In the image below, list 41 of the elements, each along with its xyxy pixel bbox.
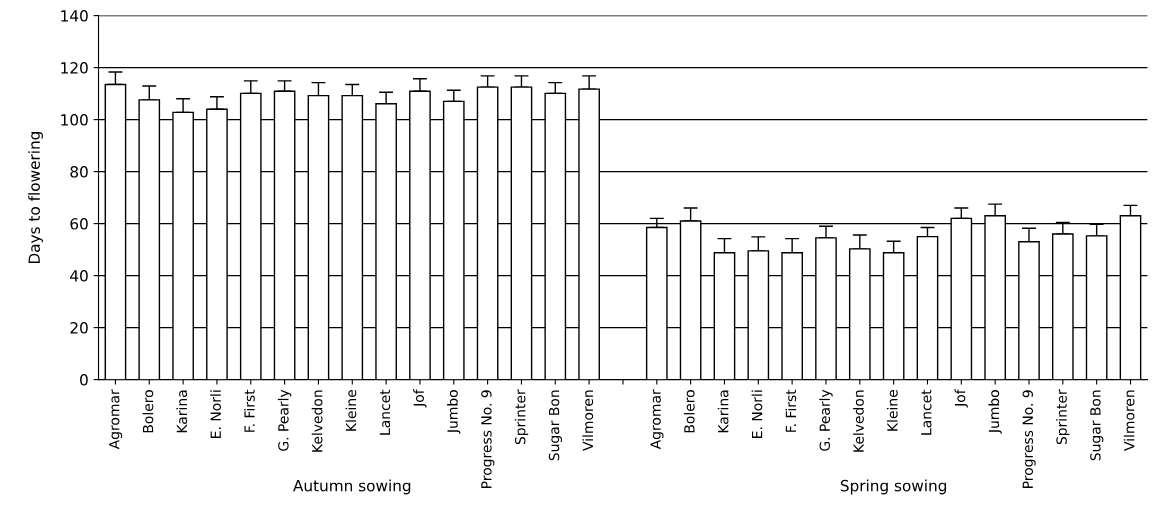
x-tick-label: F. First (785, 389, 797, 432)
x-tick-label: Kelvedon (853, 390, 864, 452)
y-tick-label: 0 (80, 374, 88, 386)
x-tick-label: Jumbo (447, 390, 461, 434)
x-tick-label: Sprinter (1056, 389, 1070, 445)
x-tick-label: Jof (954, 389, 968, 408)
x-tick-label: Progress No. 9 (481, 390, 495, 488)
x-tick-label: Sugar Bon (1090, 390, 1104, 461)
x-tick-label: Kelvedon (311, 390, 323, 452)
x-tick-label: G. Pearly (277, 389, 292, 451)
x-tick-label: Bolero (683, 390, 695, 433)
x-tick-label: E. Norli (210, 390, 221, 438)
x-tick-label: F. First (244, 389, 255, 432)
x-tick-label: Jumbo (988, 390, 1002, 434)
y-tick-label: 20 (70, 322, 88, 334)
x-tick-label: Bolero (142, 390, 154, 433)
x-tick-label: Kleine (345, 390, 357, 431)
y-tick-label: 60 (70, 218, 88, 230)
x-tick-label: Karina (176, 390, 188, 433)
y-tick-label: 120 (61, 62, 88, 74)
x-tick-label: Lancet (921, 389, 932, 435)
y-tick-label: 40 (70, 270, 88, 282)
x-tick-label: Kleine (886, 390, 898, 431)
x-tick-label: E. Norli (751, 390, 763, 438)
y-axis-title: Days to flowering (28, 132, 43, 264)
x-tick-label: Progress No. 9 (1022, 390, 1036, 488)
x-tick-label: Agromar (109, 389, 123, 450)
x-tick-label: Agromar (650, 389, 664, 450)
x-tick-label: Vilmoren (1123, 390, 1135, 451)
x-tick-label: Jof (413, 389, 427, 408)
y-tick-label: 80 (70, 166, 88, 178)
x-tick-label: Sugar Bon (548, 390, 563, 461)
x-tick-label: Vilmoren (582, 390, 594, 451)
text: Spring sowing (840, 479, 947, 495)
x-tick-label: Karina (717, 390, 729, 433)
x-tick-label: Lancet (379, 389, 391, 435)
y-tick-label: 140 (61, 10, 88, 22)
text: Autumn sowing (293, 479, 411, 495)
x-tick-label: Sprinter (514, 389, 529, 445)
x-tick-label: G. Pearly (819, 389, 833, 451)
y-tick-label: 100 (61, 114, 88, 126)
